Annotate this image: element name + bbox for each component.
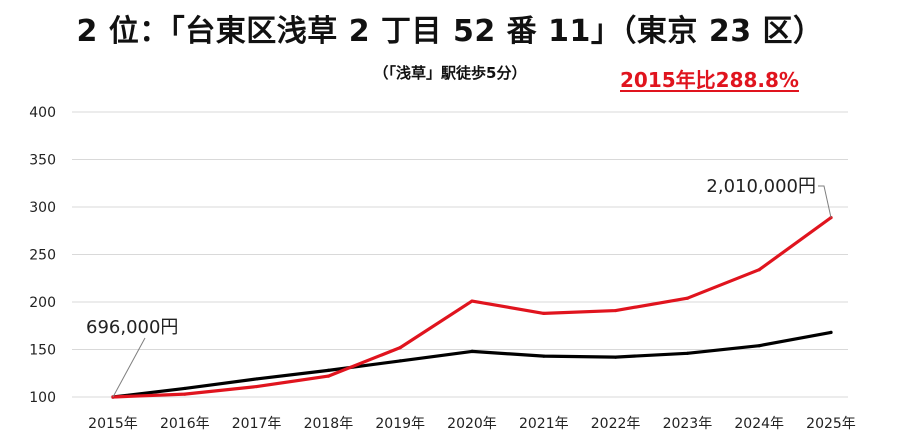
x-axis-ticks: 2015年 2016年 2017年 2018年 2019年 2020年 2021年 2022年… — [88, 416, 856, 432]
growth-highlight: 2015年比288.8% — [620, 68, 799, 92]
series-line-1 — [111, 330, 833, 399]
start-price-label: 696,000円 — [86, 317, 178, 338]
x-tick-label: 2020年 — [447, 416, 497, 432]
data-point — [183, 392, 187, 396]
annotation-leader — [112, 337, 146, 398]
y-tick-label: 250 — [29, 248, 56, 264]
x-tick-label: 2019年 — [375, 416, 425, 432]
x-tick-label: 2015年 — [88, 416, 138, 432]
y-tick-label: 300 — [29, 200, 56, 216]
data-point — [685, 296, 690, 300]
data-point — [614, 308, 618, 313]
data-point — [398, 346, 402, 350]
data-point — [326, 374, 330, 378]
y-tick-label: 100 — [29, 390, 56, 406]
data-point — [470, 299, 474, 303]
data-point — [542, 354, 546, 358]
x-tick-label: 2024年 — [734, 416, 784, 432]
data-point — [470, 349, 474, 353]
x-tick-label: 2018年 — [304, 416, 354, 432]
data-point — [685, 351, 690, 355]
end-price-label: 2,010,000円 — [706, 176, 816, 197]
x-tick-label: 2021年 — [519, 416, 569, 432]
chart-title: 2 位：「台東区浅草 2 丁目 52 番 11」（東京 23 区） — [76, 14, 824, 49]
chart-subtitle: （「浅草」駅徒歩5分） — [373, 64, 527, 82]
y-axis-ticks: 400 350 300 250 200 150 100 — [29, 105, 56, 406]
series-line-0 — [111, 216, 833, 399]
annotation-leader — [818, 185, 832, 218]
y-tick-label: 200 — [29, 295, 56, 311]
data-point — [757, 344, 761, 348]
y-tick-label: 400 — [29, 105, 56, 121]
data-point — [829, 330, 833, 334]
data-point — [255, 377, 259, 381]
data-point — [183, 386, 187, 391]
x-tick-label: 2017年 — [232, 416, 282, 432]
y-tick-label: 150 — [29, 343, 56, 359]
x-tick-label: 2016年 — [160, 416, 210, 432]
x-tick-label: 2025年 — [806, 416, 856, 432]
x-tick-label: 2023年 — [663, 416, 713, 432]
data-point — [326, 368, 330, 372]
x-tick-label: 2022年 — [591, 416, 641, 432]
data-point — [255, 384, 259, 389]
data-point — [542, 311, 546, 315]
data-point — [398, 359, 402, 363]
data-point — [757, 268, 761, 272]
annotations: 696,000円 2,010,000円 — [86, 176, 832, 398]
data-point — [614, 355, 618, 359]
y-tick-label: 350 — [29, 153, 56, 169]
series-lines — [111, 216, 833, 399]
